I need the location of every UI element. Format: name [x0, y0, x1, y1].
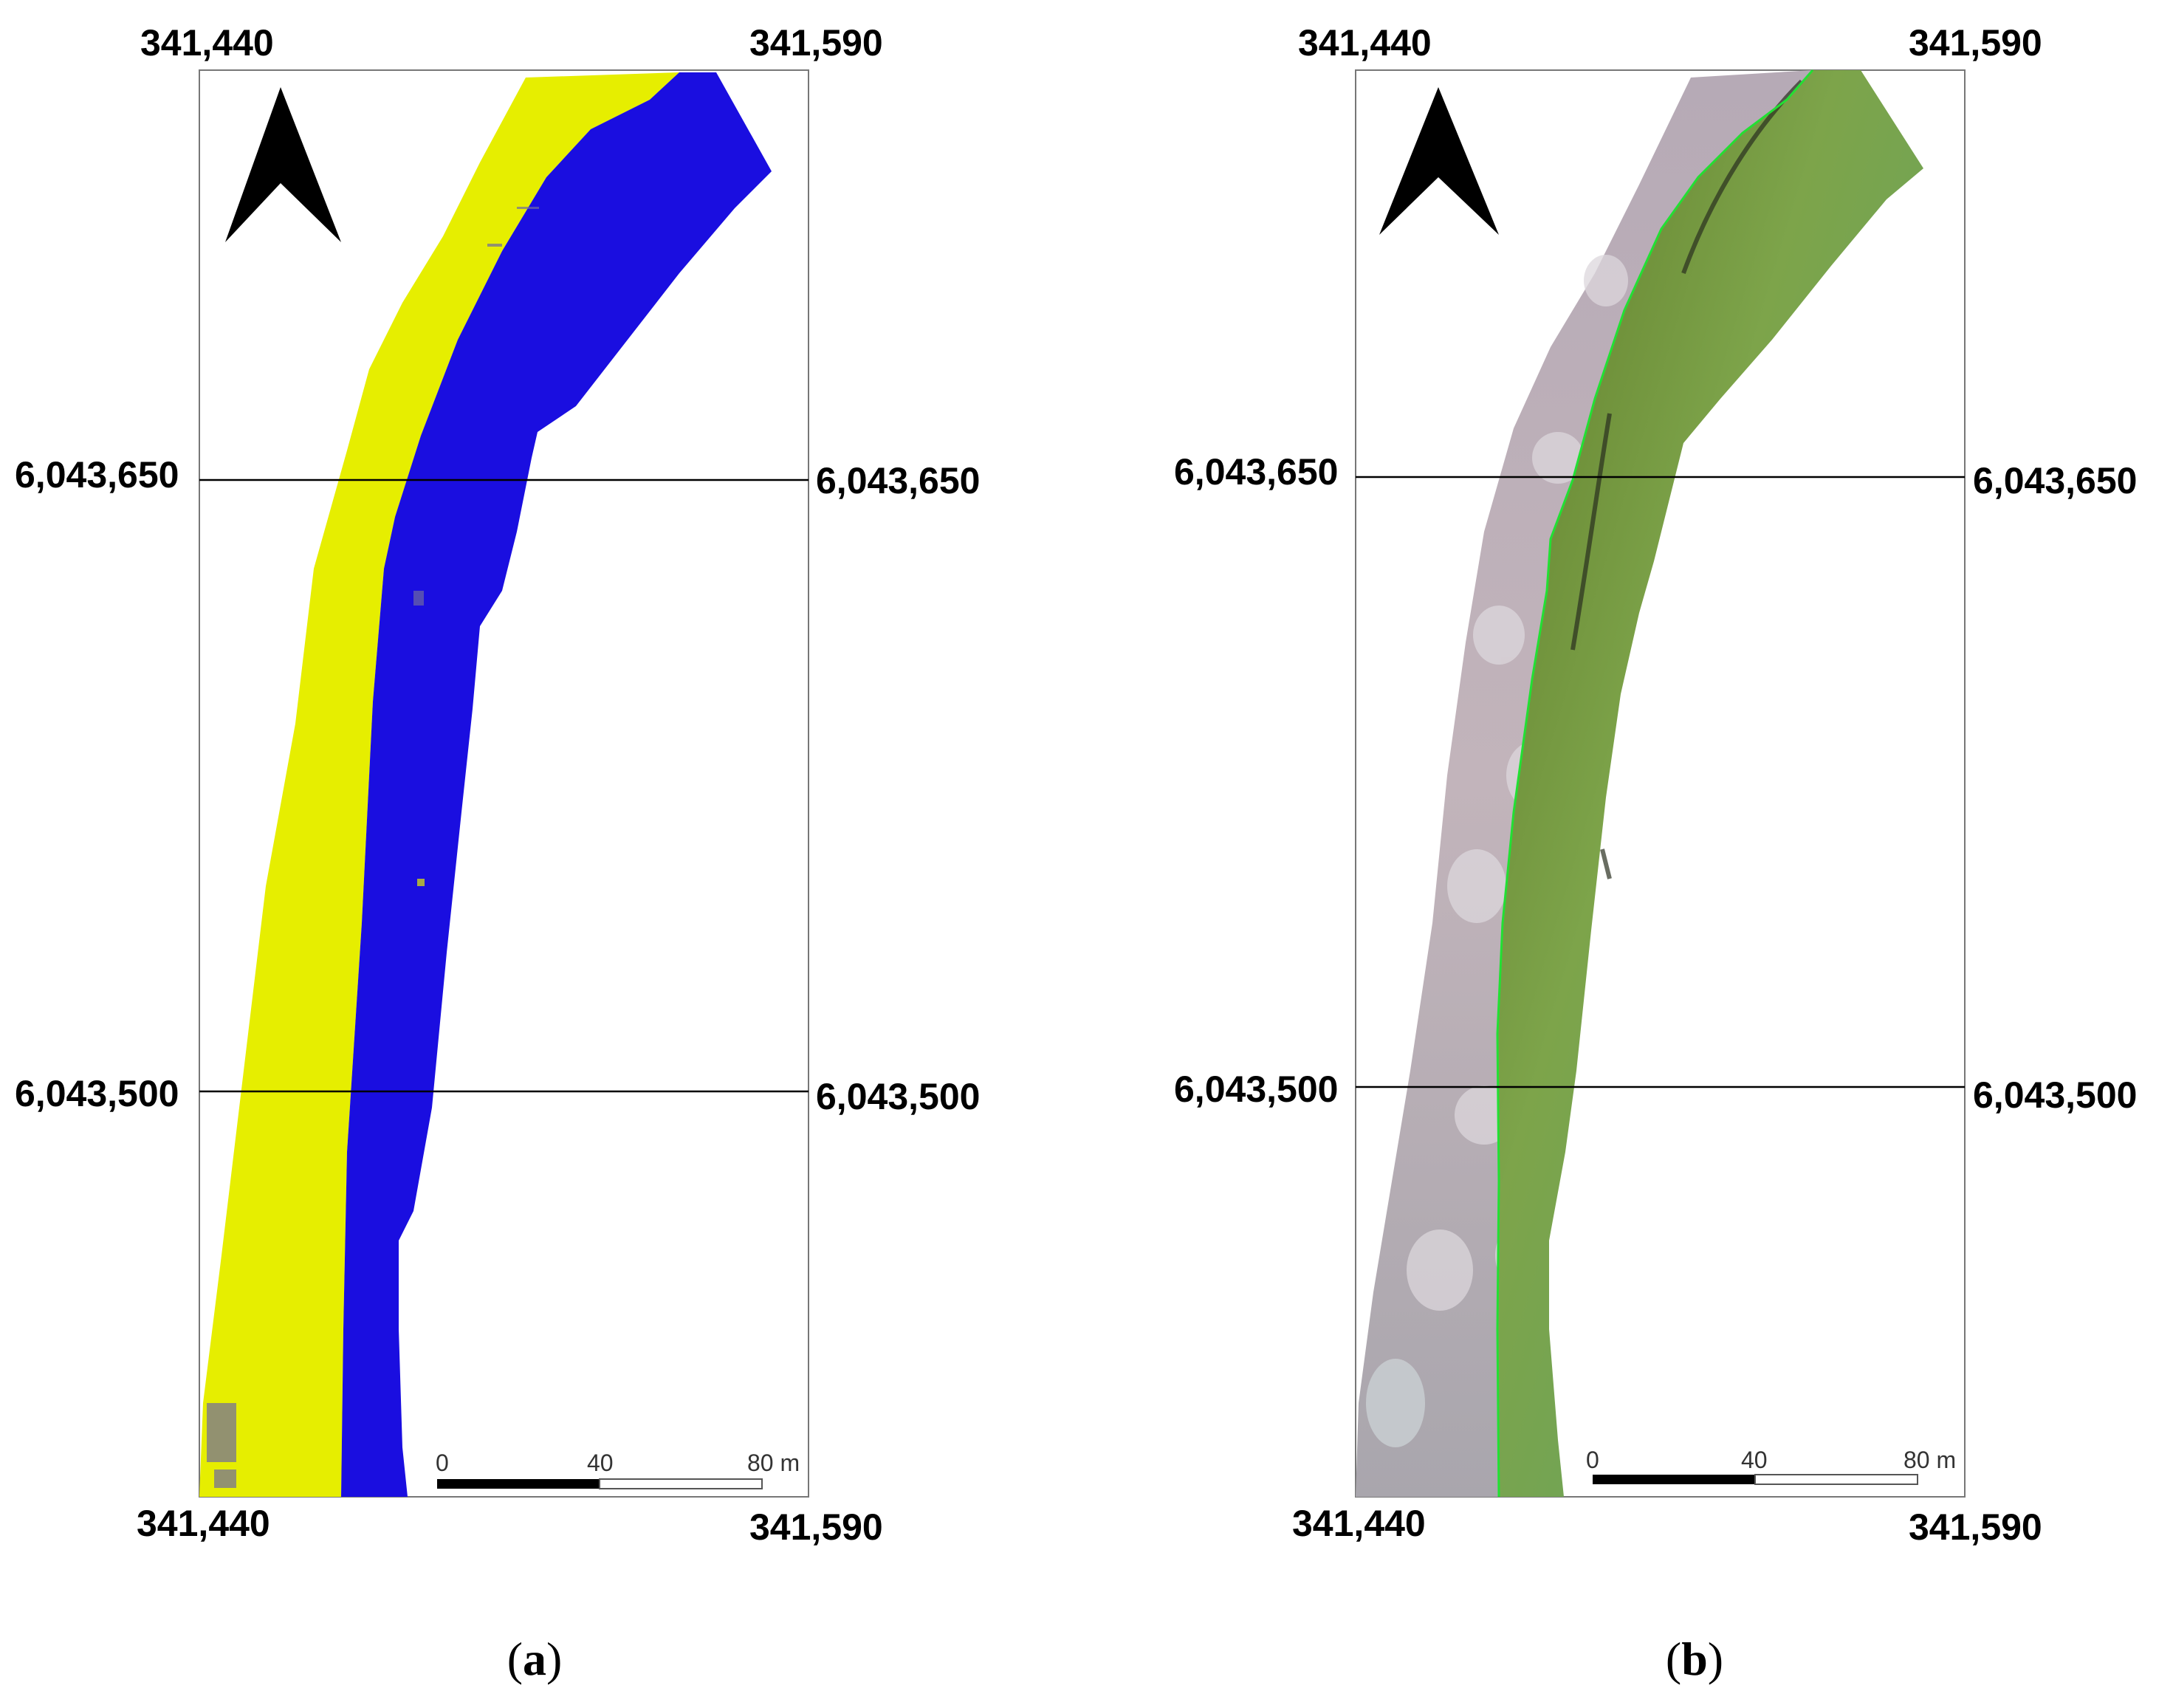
scale-bar: 0 40 80 m [1586, 1447, 1956, 1485]
shoreline-line [1496, 69, 1814, 1498]
scale-label-80: 80 m [747, 1450, 800, 1476]
panel-b: 0 40 80 m 341,440 341,590 341,440 341,59… [1174, 22, 2137, 1685]
water-area [1497, 70, 1923, 1497]
x-label-top-left: 341,440 [140, 22, 274, 64]
water-dark-streaks [1570, 79, 1804, 879]
north-arrow-icon [225, 87, 341, 242]
y-label-lower-right: 6,043,500 [1973, 1074, 2137, 1116]
y-label-lower-left: 6,043,500 [1174, 1069, 1338, 1110]
x-label-bottom-right: 341,590 [1909, 1506, 2042, 1548]
shoreline-speckles [207, 207, 539, 1488]
y-label-upper-right: 6,043,650 [816, 460, 980, 501]
y-label-lower-left: 6,043,500 [15, 1073, 179, 1114]
land-area [199, 72, 679, 1497]
x-label-bottom-right: 341,590 [749, 1506, 883, 1548]
x-label-top-right: 341,590 [1909, 22, 2042, 64]
panel-a: 0 40 80 m 341,440 341,590 341,440 341,59… [15, 22, 980, 1685]
scale-bar: 0 40 80 m [436, 1450, 800, 1489]
caption-b: (b) [1666, 1633, 1723, 1685]
caption-a: (a) [507, 1633, 563, 1685]
y-label-upper-left: 6,043,650 [1174, 451, 1338, 493]
x-label-bottom-left: 341,440 [1292, 1503, 1426, 1544]
water-area [341, 72, 772, 1497]
north-arrow-icon [1379, 87, 1499, 235]
scale-label-0: 0 [1586, 1447, 1599, 1473]
scale-label-80: 80 m [1903, 1447, 1956, 1473]
scale-label-0: 0 [436, 1450, 449, 1476]
scale-label-40: 40 [1741, 1447, 1768, 1473]
y-label-lower-right: 6,043,500 [816, 1076, 980, 1117]
x-label-top-right: 341,590 [749, 22, 883, 64]
scale-label-40: 40 [587, 1450, 614, 1476]
x-label-top-left: 341,440 [1298, 22, 1432, 64]
x-label-bottom-left: 341,440 [137, 1503, 270, 1544]
y-label-upper-left: 6,043,650 [15, 454, 179, 495]
y-label-upper-right: 6,043,650 [1973, 460, 2137, 501]
